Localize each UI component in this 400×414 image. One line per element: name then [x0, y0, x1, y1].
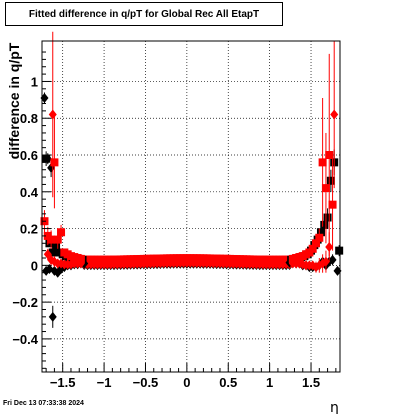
data-point [318, 98, 327, 227]
square-marker [315, 233, 324, 242]
square-marker [321, 184, 330, 193]
data-point [330, 41, 339, 189]
y-axis-label: difference in q/pT [6, 42, 22, 159]
diamond-marker [48, 311, 57, 322]
grid-lines [42, 41, 340, 372]
diamond-marker [330, 109, 339, 120]
square-marker [48, 248, 57, 257]
chart-title: Fitted difference in q/pT for Global Rec… [28, 9, 260, 20]
square-marker [42, 154, 51, 163]
x-tick-label: 1 [266, 375, 273, 390]
data-point [50, 116, 59, 209]
y-tick-label: 0.8 [20, 111, 38, 126]
data-point [76, 254, 85, 263]
data-point [315, 228, 324, 247]
y-tick-label: 0.2 [20, 222, 38, 237]
data-point [326, 169, 335, 192]
x-tick-label: 1.5 [302, 375, 320, 390]
data-point [48, 31, 57, 198]
data-point [47, 230, 56, 249]
data-point [328, 158, 337, 251]
square-marker [326, 176, 335, 185]
data-point [335, 245, 344, 257]
square-marker [323, 213, 332, 222]
square-marker [47, 235, 56, 244]
square-marker [318, 158, 327, 167]
y-tick-label: 1 [31, 74, 38, 89]
data-point [321, 250, 330, 273]
square-marker [325, 151, 334, 160]
data-point [328, 254, 337, 266]
square-marker [316, 228, 325, 237]
data-point [57, 224, 66, 240]
plot-frame [41, 40, 341, 373]
axes: −1.5 −1 −0.5 0 0.5 1 1.5 −0.4 −0.2 0 0.2 0.4 0.6 0.8 1 [12, 51, 337, 390]
y-tick-label: −0.4 [12, 332, 38, 347]
data-point [48, 305, 57, 328]
square-marker [76, 254, 85, 263]
square-marker [57, 228, 66, 237]
y-tick-label: 0 [31, 258, 38, 273]
data-markers [40, 31, 344, 328]
y-tick-label: −0.2 [12, 295, 38, 310]
square-marker [308, 244, 317, 253]
square-marker [328, 200, 337, 209]
data-point [325, 53, 334, 257]
data-point [323, 208, 332, 227]
square-marker [311, 239, 320, 248]
x-tick-label: −0.5 [133, 375, 159, 390]
y-tick-label: 0.4 [20, 185, 39, 200]
square-marker [52, 242, 61, 251]
square-marker [335, 246, 344, 255]
x-tick-label: −1.5 [50, 375, 76, 390]
x-tick-label: 0.5 [219, 375, 237, 390]
x-axis-label: η [330, 400, 339, 414]
square-marker [320, 220, 329, 229]
title-box: Fitted difference in q/pT for Global Rec… [5, 2, 283, 26]
x-tick-label: −1 [97, 375, 112, 390]
data-point [42, 151, 51, 167]
timestamp: Fri Dec 13 07:33:38 2024 [3, 400, 84, 407]
square-marker [50, 158, 59, 167]
x-tick-label: 0 [183, 375, 190, 390]
square-marker [53, 235, 62, 244]
y-tick-label: 0.6 [20, 148, 38, 163]
diamond-marker [328, 254, 337, 265]
diamond-marker [321, 256, 330, 267]
